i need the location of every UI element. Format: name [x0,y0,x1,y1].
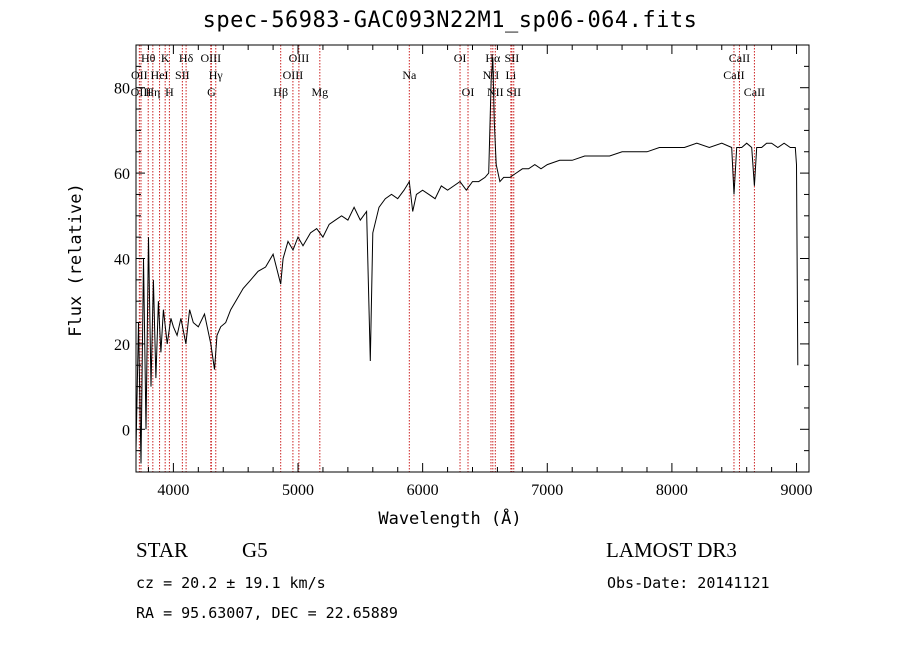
observation-date: Obs-Date: 20141121 [607,574,770,592]
y-tick-label: 0 [122,422,130,439]
spectral-line-label: Hη [145,85,160,99]
spectral-line-label: K [161,51,170,65]
x-tick-label: 4000 [157,482,189,499]
y-tick-label: 80 [114,81,130,98]
spectral-line-label: OI [462,85,475,99]
object-subclass: G5 [242,538,268,562]
spectral-line-label: Mg [311,85,328,99]
spectral-line-label: SII [505,51,520,65]
spectral-line-label: Hβ [273,85,288,99]
spectral-line-label: NII [483,68,500,82]
spectral-line-label: CaII [729,51,750,65]
redshift-info: cz = 20.2 ± 19.1 km/s [136,574,326,592]
spectral-line-label: CaII [744,85,765,99]
spectral-line-label: OIII [200,51,221,65]
x-tick-label: 9000 [781,482,813,499]
x-tick-label: 6000 [407,482,439,499]
coordinates: RA = 95.63007, DEC = 22.65889 [136,604,398,622]
chart-title: spec-56983-GAC093N22M1_sp06-064.fits [202,8,698,33]
spectral-line-label: SII [175,68,190,82]
y-tick-label: 20 [114,337,130,354]
spectral-line-label: OI [454,51,467,65]
spectral-line-label: OII [131,68,148,82]
spectral-line-label: OIII [289,51,310,65]
spectral-line-markers [138,45,755,472]
plot-frame [135,44,810,473]
spectral-line-label: H [165,85,174,99]
spectral-line-label: NII [487,85,504,99]
x-tick-label: 5000 [282,482,314,499]
object-class: STAR [136,538,188,562]
survey-name: LAMOST DR3 [606,538,737,562]
spectral-line-label: Li [506,68,517,82]
spectral-line-label: Hθ [141,51,156,65]
spectral-line-label: Na [402,68,417,82]
spectral-line-label: CaII [723,68,744,82]
spectral-line-label: Hδ [179,51,194,65]
spectral-line-label: SII [506,85,521,99]
spectral-line-label: Hγ [209,68,224,82]
x-tick-label: 7000 [531,482,563,499]
y-axis-label: Flux (relative) [66,183,86,337]
axes: 4000 5000 6000 7000 8000 9000 0 20 40 60 80 [114,44,813,499]
flux-series-line [135,57,799,464]
spectral-line-label: OIII [283,68,304,82]
x-axis-label: Wavelength (Å) [378,509,522,529]
spectral-line-label: HeI [151,68,169,82]
y-tick-label: 40 [114,252,130,269]
x-tick-label: 8000 [656,482,688,499]
y-tick-label: 60 [114,166,130,183]
spectral-line-label: G [207,85,216,99]
